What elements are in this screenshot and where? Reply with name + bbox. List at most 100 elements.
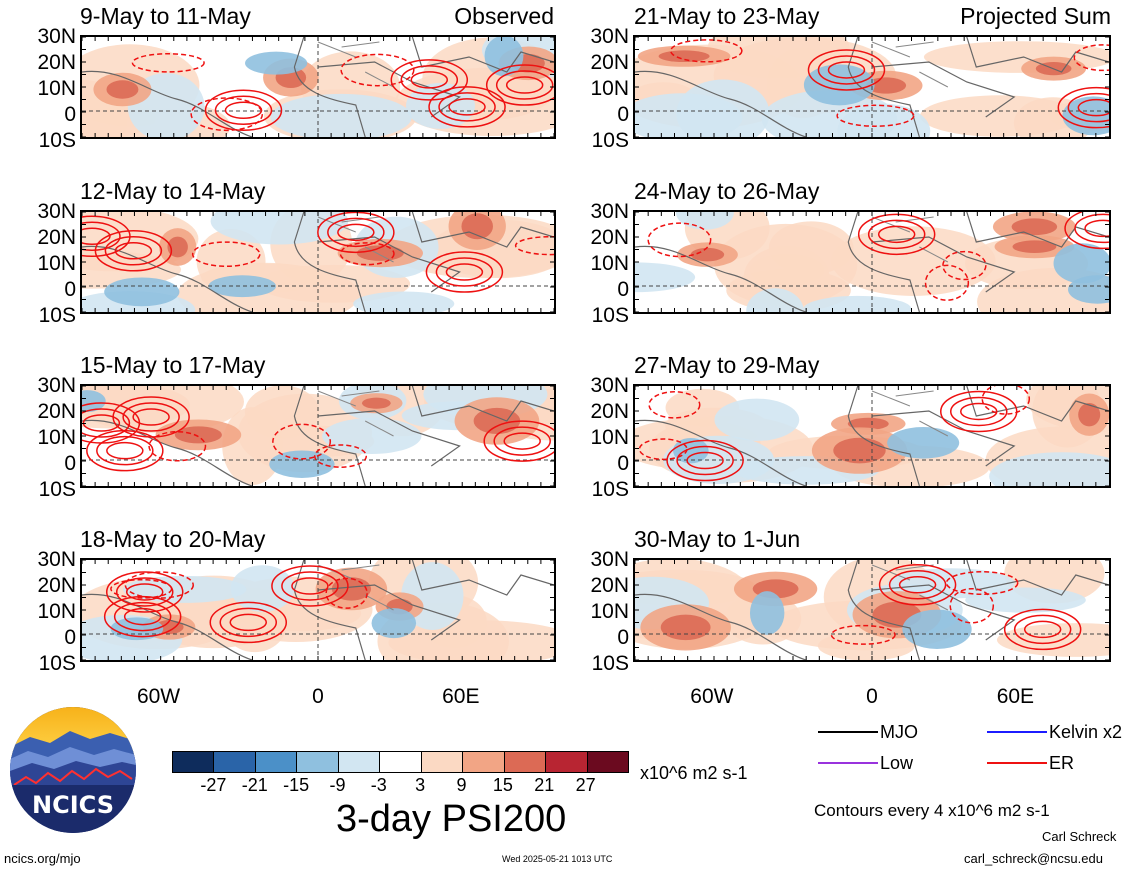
footer-url[interactable]: ncics.org/mjo	[4, 851, 81, 866]
lat-label: 0	[64, 278, 76, 301]
panel-title: 24-May to 26-May	[634, 178, 820, 204]
lat-label: 30N	[590, 548, 629, 571]
main-title: 3-day PSI200	[336, 798, 567, 840]
lat-label: 0	[617, 452, 629, 475]
lat-label: 10S	[38, 304, 76, 327]
lat-label: 10N	[590, 600, 629, 623]
legend-line-mjo	[818, 731, 878, 733]
colorbar-tick-label: 21	[534, 775, 555, 795]
lat-label: 30N	[590, 374, 629, 397]
lat-label: 20N	[590, 574, 629, 597]
lat-label: 20N	[590, 400, 629, 423]
colorbar-swatch	[380, 752, 422, 772]
legend-line-er	[987, 762, 1047, 764]
lat-label: 20N	[37, 400, 76, 423]
lon-label: 60E	[996, 685, 1035, 708]
footer-timestamp: Wed 2025-05-21 1013 UTC	[502, 854, 613, 864]
lat-label: 20N	[37, 51, 76, 74]
lat-label: 10S	[591, 652, 629, 675]
lat-label: 10S	[591, 478, 629, 501]
lat-label: 30N	[37, 548, 76, 571]
panel-title: 18-May to 20-May	[80, 526, 266, 552]
lat-label: 10S	[38, 129, 76, 152]
lat-label: 10N	[37, 426, 76, 449]
colorbar-units: x10^6 m2 s-1	[640, 763, 748, 783]
psi200-map	[80, 210, 556, 314]
lat-label: 30N	[590, 25, 629, 48]
contours-note: Contours every 4 x10^6 m2 s-1	[814, 801, 1050, 820]
lon-label: 60E	[442, 685, 480, 708]
colorbar-tick-label: -9	[329, 775, 346, 795]
lat-label: 30N	[37, 200, 76, 223]
lat-label: 10N	[590, 426, 629, 449]
footer-author: Carl Schreck	[1042, 829, 1117, 844]
lon-label: 60W	[136, 685, 181, 708]
colorbar-swatch	[297, 752, 339, 772]
panel-title: 12-May to 14-May	[80, 178, 266, 204]
colorbar-tick-label: -3	[370, 775, 387, 795]
legend-label: Kelvin x2	[1049, 722, 1123, 742]
colorbar-tick-label: -15	[283, 775, 310, 795]
lat-label: 10S	[591, 304, 629, 327]
lat-label: 10S	[38, 478, 76, 501]
colorbar-swatch	[463, 752, 505, 772]
lat-label: 30N	[590, 200, 629, 223]
lat-label: 10S	[591, 129, 629, 152]
colorbar-swatch	[214, 752, 256, 772]
psi200-map	[80, 384, 556, 488]
legend-line-kelvin-x2	[987, 731, 1047, 733]
lat-label: 10N	[37, 252, 76, 275]
lat-label: 20N	[590, 226, 629, 249]
colorbar-tick-label: 15	[492, 775, 513, 795]
colorbar-swatch	[546, 752, 588, 772]
psi200-map	[633, 558, 1111, 662]
legend-line-low	[818, 762, 878, 764]
panel-corner-label: Projected Sum	[960, 3, 1111, 29]
panel-title: 30-May to 1-Jun	[634, 526, 801, 552]
legend-label: Low	[880, 753, 914, 773]
colorbar-tick-label: 9	[456, 775, 467, 795]
psi200-map	[633, 210, 1111, 314]
lat-label: 10S	[38, 652, 76, 675]
lat-label: 20N	[37, 226, 76, 249]
lat-label: 0	[617, 626, 629, 649]
lat-label: 0	[617, 103, 629, 126]
lat-label: 30N	[37, 25, 76, 48]
lon-label: 60W	[690, 685, 734, 708]
footer-email[interactable]: carl_schreck@ncsu.edu	[964, 851, 1103, 866]
colorbar-swatch	[173, 752, 215, 772]
legend-label: MJO	[880, 722, 918, 742]
lat-label: 0	[64, 103, 76, 126]
lat-label: 30N	[37, 374, 76, 397]
lat-label: 20N	[37, 574, 76, 597]
lat-label: 0	[617, 278, 629, 301]
lon-label: 0	[866, 685, 878, 708]
lat-label: 0	[64, 452, 76, 475]
panel-title: 9-May to 11-May	[80, 3, 251, 29]
lon-label: 0	[312, 685, 324, 708]
lat-label: 10N	[590, 77, 629, 100]
panel-title: 21-May to 23-May	[634, 3, 820, 29]
logo-text: NCICS	[32, 791, 114, 819]
colorbar-tick-label: 3	[415, 775, 426, 795]
lat-label: 20N	[590, 51, 629, 74]
colorbar-swatch	[421, 752, 464, 772]
psi200-map	[633, 384, 1111, 488]
lat-label: 10N	[37, 77, 76, 100]
lat-label: 10N	[590, 252, 629, 275]
psi200-map	[80, 558, 556, 662]
lat-label: 10N	[37, 600, 76, 623]
colorbar-swatch	[504, 752, 547, 772]
colorbar-swatch	[255, 752, 298, 772]
colorbar-swatch	[338, 752, 381, 772]
colorbar	[172, 751, 629, 773]
colorbar-swatch	[587, 752, 628, 772]
ncics-logo: NCICS	[10, 707, 136, 833]
panel-title: 15-May to 17-May	[80, 352, 266, 378]
colorbar-tick-label: -27	[200, 775, 227, 795]
panel-corner-label: Observed	[454, 3, 554, 29]
psi200-map	[633, 35, 1111, 139]
legend-label: ER	[1049, 753, 1075, 773]
panel-title: 27-May to 29-May	[634, 352, 820, 378]
colorbar-tick-label: 27	[575, 775, 596, 795]
